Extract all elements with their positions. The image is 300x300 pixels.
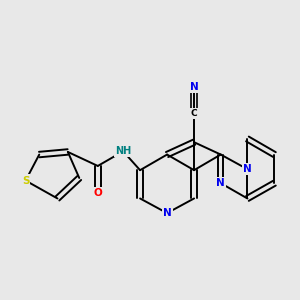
- Text: S: S: [22, 176, 29, 186]
- Text: N: N: [216, 178, 225, 188]
- Text: O: O: [93, 188, 102, 198]
- Text: N: N: [190, 82, 199, 92]
- Text: N: N: [163, 208, 172, 218]
- Text: N: N: [243, 164, 252, 174]
- Text: NH: NH: [115, 146, 131, 156]
- Text: C: C: [191, 110, 197, 118]
